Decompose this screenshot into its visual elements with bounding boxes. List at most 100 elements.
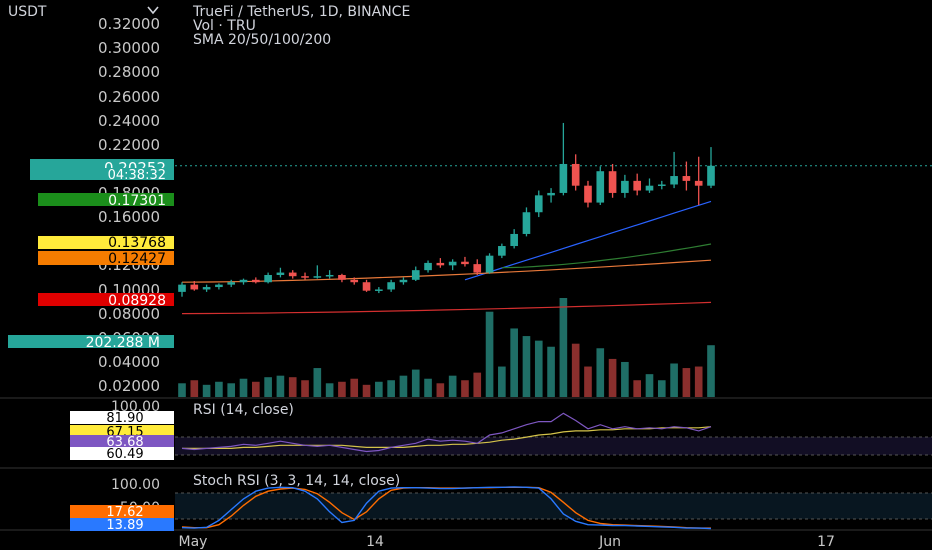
sma100-badge <box>38 251 174 265</box>
rsi-ma-line <box>182 426 712 449</box>
candle-body <box>485 255 494 273</box>
rsi-line <box>181 412 712 453</box>
candle-body <box>190 284 199 290</box>
sma100-line <box>181 259 712 283</box>
volume-bar <box>485 311 494 397</box>
candle-body <box>252 279 260 283</box>
rsi-badge-67 <box>70 425 174 438</box>
stoch-k-line <box>181 486 712 530</box>
volume-bar <box>424 378 432 397</box>
candle-body <box>621 180 629 193</box>
volume-bars <box>178 298 715 397</box>
candle-body <box>325 274 334 277</box>
volume-bar <box>461 380 469 397</box>
price-tick: 0.04000 <box>98 353 160 371</box>
chart-title: TrueFi / TetherUS, 1D, BINANCE <box>192 4 410 20</box>
sma20-line <box>464 200 712 281</box>
volume-bar <box>682 368 691 397</box>
volume-bar <box>362 384 371 397</box>
candle-body <box>694 180 703 186</box>
sma20-value: 0.17301 <box>108 193 166 209</box>
candle-body <box>338 274 346 280</box>
price-tick: 0.24000 <box>98 112 160 130</box>
volume-bar <box>375 381 383 397</box>
vol-indicator-label[interactable]: Vol · TRU <box>193 18 256 34</box>
candle-body <box>178 284 186 292</box>
volume-bar <box>584 366 592 397</box>
candle-body <box>707 165 715 186</box>
time-label: 14 <box>366 534 384 550</box>
sma200-line <box>181 301 712 315</box>
time-axis[interactable]: May 14 Jun 17 <box>179 534 835 550</box>
time-label: May <box>179 534 208 550</box>
candle-body <box>473 264 482 273</box>
volume-bar <box>498 366 506 397</box>
volume-bar <box>694 366 703 397</box>
sma100-value: 0.12427 <box>108 251 166 267</box>
candle-body <box>498 246 506 256</box>
price-tick: 0.16000 <box>98 208 160 226</box>
rsi-badge-60 <box>70 447 174 460</box>
volume-bar <box>621 361 629 397</box>
rsi-badge-text: 63.68 <box>106 435 143 450</box>
candle-body <box>571 163 580 186</box>
sma-lines <box>181 200 712 315</box>
volume-bar <box>448 375 457 397</box>
volume-bar <box>473 372 482 397</box>
volume-bar <box>301 380 309 397</box>
volume-bar <box>252 381 260 397</box>
sma50-badge <box>38 236 174 249</box>
sma-indicator-label[interactable]: SMA 20/50/100/200 <box>193 32 331 48</box>
rsi-badge-text: 81.90 <box>106 411 143 426</box>
candle-body <box>350 279 359 283</box>
rsi-title[interactable]: RSI (14, close) <box>193 402 294 418</box>
candle-body <box>547 192 555 196</box>
candle-body <box>239 279 248 283</box>
volume-bar <box>227 383 236 397</box>
chevron-down-icon[interactable] <box>147 6 159 15</box>
sma50-line <box>501 243 712 269</box>
rsi-badge-63 <box>70 435 174 448</box>
volume-bar <box>338 381 346 397</box>
rsi-lines <box>181 412 712 453</box>
candle-body <box>645 185 654 191</box>
volume-bar <box>670 363 678 397</box>
candle-body <box>362 282 371 291</box>
price-tick: 0.22000 <box>98 136 160 154</box>
candle-body <box>313 276 322 278</box>
volume-bar <box>547 346 555 397</box>
currency-box <box>0 0 170 20</box>
stoch-title[interactable]: Stoch RSI (3, 3, 14, 14, close) <box>193 473 400 489</box>
candle-body <box>559 163 568 193</box>
volume-bar <box>411 369 420 397</box>
volume-bar <box>276 375 285 397</box>
time-label: 17 <box>817 534 835 550</box>
sma20-badge <box>38 193 174 206</box>
candle-body <box>276 272 285 275</box>
price-tick: 0.32000 <box>98 15 160 33</box>
candle-body <box>682 176 691 181</box>
sma200-badge <box>38 293 174 306</box>
candle-body <box>375 289 383 291</box>
volume-bar <box>559 298 568 397</box>
price-tick: 0.28000 <box>98 63 160 81</box>
candle-body <box>387 282 395 290</box>
currency-label: USDT <box>8 4 47 20</box>
volume-bar <box>264 377 272 397</box>
volume-bar <box>522 336 531 397</box>
volume-value: 202.288 M <box>86 335 160 351</box>
volume-bar <box>350 378 359 397</box>
volume-bar <box>596 348 605 397</box>
candle-body <box>301 276 309 278</box>
volume-bar <box>313 368 322 397</box>
volume-bar <box>571 343 580 397</box>
stoch-top-tick: 100.00 <box>111 477 160 493</box>
volume-bar <box>707 345 715 397</box>
candle-body <box>448 261 457 266</box>
candle-body <box>264 274 272 283</box>
stoch-pane-labels: Stoch RSI (3, 3, 14, 14, close) 100.00 5… <box>70 473 400 533</box>
candles[interactable] <box>178 122 715 297</box>
volume-bar <box>239 378 248 397</box>
countdown-value: 04:38:32 <box>108 168 166 183</box>
